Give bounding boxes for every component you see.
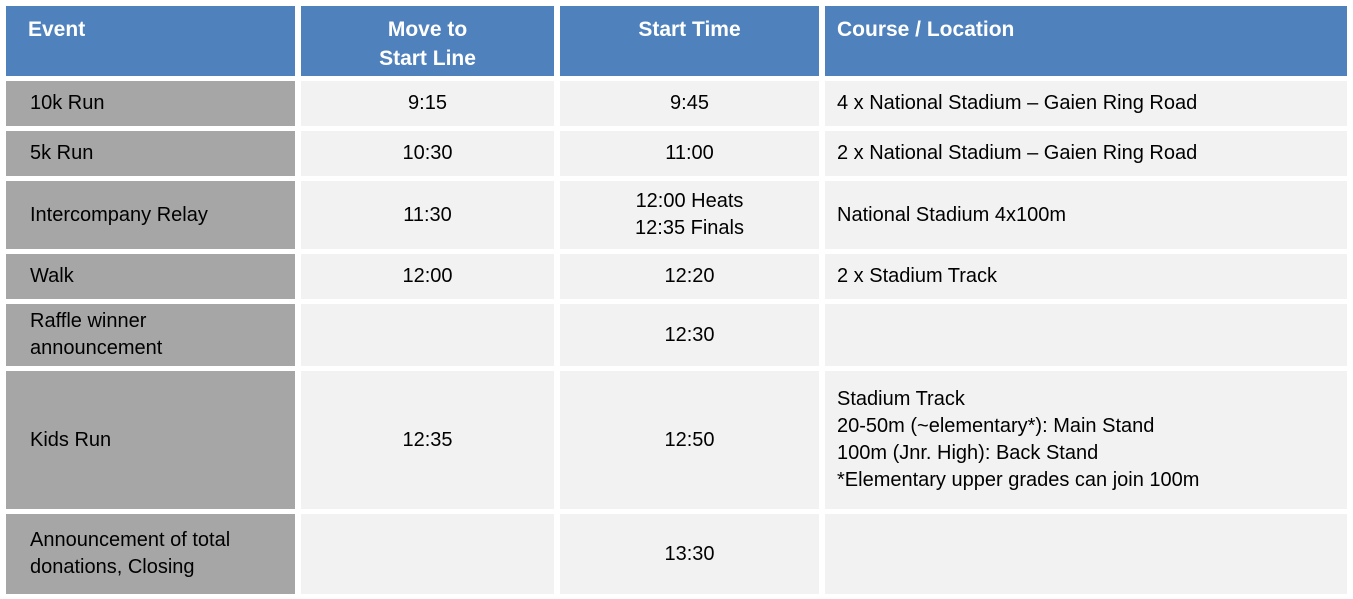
cell-start-time: 9:45 bbox=[560, 81, 819, 126]
cell-course-location: 2 x Stadium Track bbox=[825, 254, 1347, 299]
table-row: Announcement of total donations, Closing… bbox=[6, 514, 1347, 594]
table-row: 5k Run 10:30 11:00 2 x National Stadium – G… bbox=[6, 131, 1347, 176]
cell-course-location: 4 x National Stadium – Gaien Ring Road bbox=[825, 81, 1347, 126]
table-header: Event Move to Start Line Start Time Course … bbox=[6, 6, 1347, 76]
cell-move-to-start-line: 9:15 bbox=[301, 81, 554, 126]
cell-start-time: 13:30 bbox=[560, 514, 819, 594]
table-row: 10k Run 9:15 9:45 4 x National Stadium – Ga… bbox=[6, 81, 1347, 126]
table-row: Intercompany Relay 11:30 12:00 Heats 12:35… bbox=[6, 181, 1347, 249]
cell-start-time: 11:00 bbox=[560, 131, 819, 176]
header-row: Event Move to Start Line Start Time Course … bbox=[6, 6, 1347, 76]
table-row: Raffle winner announcement 12:30 bbox=[6, 304, 1347, 366]
cell-move-to-start-line: 12:35 bbox=[301, 371, 554, 509]
column-header-event: Event bbox=[6, 6, 295, 76]
cell-course-location: Stadium Track 20-50m (~elementary*): Mai… bbox=[825, 371, 1347, 509]
cell-start-time: 12:20 bbox=[560, 254, 819, 299]
column-header-course-location: Course / Location bbox=[825, 6, 1347, 76]
cell-course-location: National Stadium 4x100m bbox=[825, 181, 1347, 249]
cell-move-to-start-line: 11:30 bbox=[301, 181, 554, 249]
cell-course-location: 2 x National Stadium – Gaien Ring Road bbox=[825, 131, 1347, 176]
cell-start-time: 12:00 Heats 12:35 Finals bbox=[560, 181, 819, 249]
cell-event: Walk bbox=[6, 254, 295, 299]
column-header-move-to-start-line: Move to Start Line bbox=[301, 6, 554, 76]
cell-event: Kids Run bbox=[6, 371, 295, 509]
cell-move-to-start-line bbox=[301, 514, 554, 594]
cell-event: 5k Run bbox=[6, 131, 295, 176]
cell-start-time: 12:30 bbox=[560, 304, 819, 366]
cell-move-to-start-line: 12:00 bbox=[301, 254, 554, 299]
cell-event: Raffle winner announcement bbox=[6, 304, 295, 366]
cell-start-time: 12:50 bbox=[560, 371, 819, 509]
table-row: Kids Run 12:35 12:50 Stadium Track 20-50m (… bbox=[6, 371, 1347, 509]
column-header-start-time: Start Time bbox=[560, 6, 819, 76]
cell-event: Intercompany Relay bbox=[6, 181, 295, 249]
table-row: Walk 12:00 12:20 2 x Stadium Track bbox=[6, 254, 1347, 299]
cell-event: 10k Run bbox=[6, 81, 295, 126]
cell-course-location bbox=[825, 514, 1347, 594]
cell-course-location bbox=[825, 304, 1347, 366]
cell-event: Announcement of total donations, Closing bbox=[6, 514, 295, 594]
cell-move-to-start-line bbox=[301, 304, 554, 366]
table-body: 10k Run 9:15 9:45 4 x National Stadium – Ga… bbox=[6, 81, 1347, 594]
cell-move-to-start-line: 10:30 bbox=[301, 131, 554, 176]
